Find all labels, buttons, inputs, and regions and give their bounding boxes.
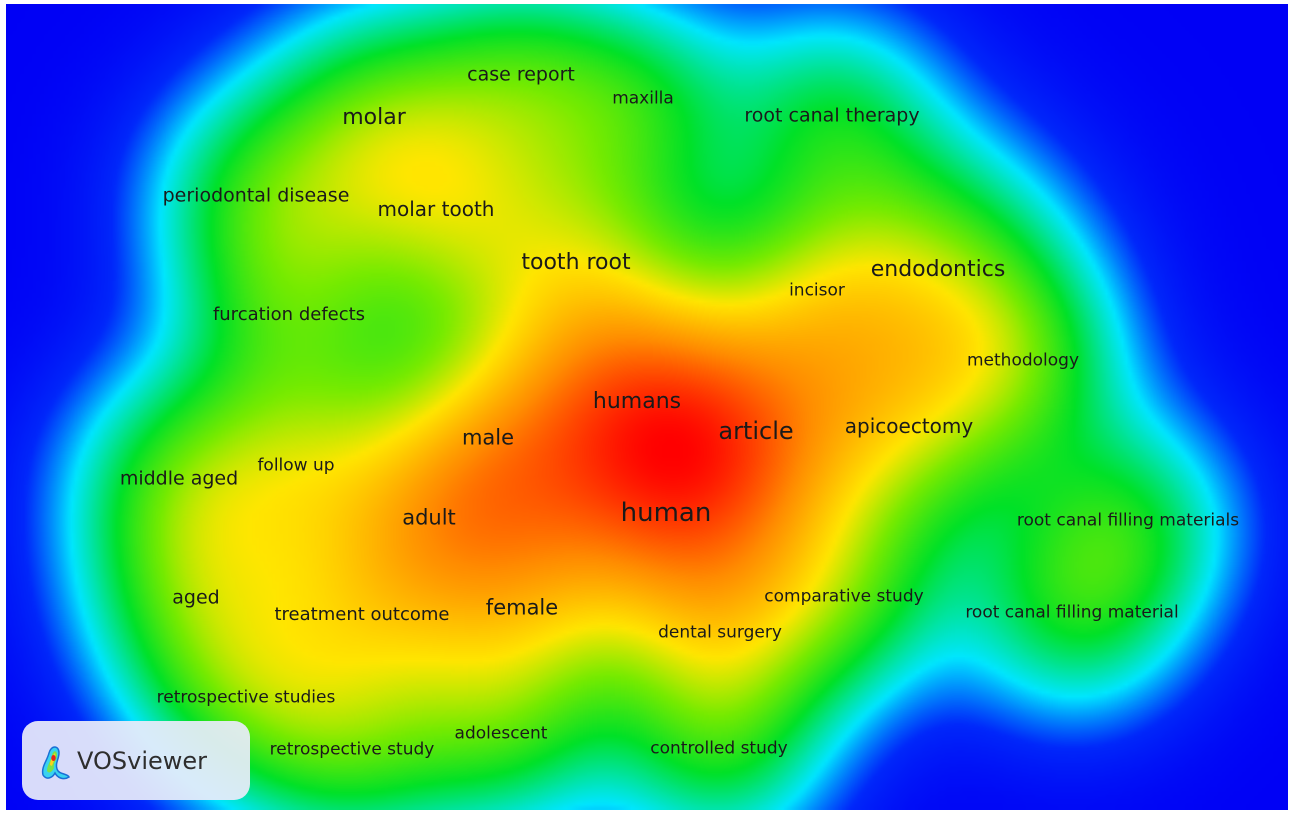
term-molar[interactable]: molar	[342, 105, 406, 130]
term-root-canal-therapy[interactable]: root canal therapy	[744, 104, 920, 127]
term-endodontics[interactable]: endodontics	[870, 257, 1006, 282]
term-maxilla[interactable]: maxilla	[612, 88, 674, 109]
vosviewer-logo-text: VOSviewer	[77, 746, 208, 775]
term-follow-up[interactable]: follow up	[257, 455, 335, 476]
vosviewer-logo-icon	[41, 745, 70, 779]
term-retrospective-studies[interactable]: retrospective studies	[156, 687, 336, 708]
term-adolescent[interactable]: adolescent	[454, 723, 548, 744]
term-apicoectomy[interactable]: apicoectomy	[844, 414, 974, 438]
term-root-canal-filling-materials[interactable]: root canal filling materials	[1016, 510, 1240, 531]
term-male[interactable]: male	[461, 425, 515, 450]
density-map[interactable]: case report maxilla root canal therapy m…	[6, 4, 1288, 810]
term-human[interactable]: human	[620, 498, 712, 528]
term-dental-surgery[interactable]: dental surgery	[658, 622, 782, 643]
term-controlled-study[interactable]: controlled study	[650, 738, 788, 759]
term-methodology[interactable]: methodology	[966, 350, 1080, 371]
term-comparative-study[interactable]: comparative study	[764, 586, 924, 607]
term-treatment-outcome[interactable]: treatment outcome	[274, 604, 450, 625]
term-article[interactable]: article	[718, 417, 794, 445]
term-female[interactable]: female	[485, 595, 559, 620]
term-middle-aged[interactable]: middle aged	[119, 467, 239, 490]
term-tooth-root[interactable]: tooth root	[521, 250, 631, 275]
term-adult[interactable]: adult	[402, 505, 456, 530]
term-case-report[interactable]: case report	[467, 63, 575, 86]
term-aged[interactable]: aged	[172, 586, 220, 609]
term-furcation-defects[interactable]: furcation defects	[212, 304, 366, 325]
vosviewer-logo-badge: VOSviewer	[22, 721, 250, 800]
term-root-canal-filling-material[interactable]: root canal filling material	[965, 602, 1179, 623]
term-humans[interactable]: humans	[592, 389, 682, 414]
term-incisor[interactable]: incisor	[789, 280, 845, 301]
density-heatmap	[6, 4, 1288, 810]
term-periodontal-disease[interactable]: periodontal disease	[162, 184, 350, 207]
term-retrospective-study[interactable]: retrospective study	[269, 739, 435, 760]
term-molar-tooth[interactable]: molar tooth	[377, 197, 495, 221]
